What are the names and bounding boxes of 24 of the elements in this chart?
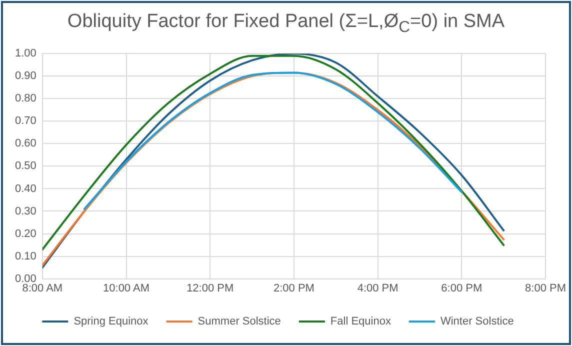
x-tick-label: 2:00 PM	[273, 282, 314, 294]
legend-label: Summer Solstice	[198, 316, 281, 328]
legend-label: Winter Solstice	[440, 316, 514, 328]
y-tick-label: 0.30	[14, 205, 36, 218]
y-tick-label: 0.40	[14, 182, 36, 195]
legend-label: Fall Equinox	[330, 316, 392, 328]
y-tick-label: 0.70	[14, 115, 36, 128]
x-tick-label: 10:00 AM	[103, 282, 150, 294]
x-tick-label: 4:00 PM	[357, 282, 398, 294]
y-tick-label: 0.60	[14, 138, 36, 150]
x-tick-label: 8:00 PM	[525, 282, 566, 294]
line-series	[83, 72, 463, 210]
y-tick-label: 0.10	[14, 250, 36, 262]
y-tick-label: 0.80	[14, 92, 36, 105]
chart-title: Obliquity Factor for Fixed Panel (Σ=L,Ø$_{C}$=0) in SMA	[66, 11, 506, 37]
legend-label: Spring Equinox	[74, 316, 149, 328]
y-tick-label: 0.00	[14, 272, 36, 285]
y-tick-label: 0.90	[14, 70, 36, 82]
x-tick-label: 12:00 PM	[186, 282, 234, 294]
y-tick-label: 0.50	[14, 160, 36, 172]
y-tick-label: 1.00	[14, 48, 36, 60]
x-tick-label: 6:00 PM	[441, 282, 482, 294]
x-tick-label: 8:00 AM	[22, 282, 63, 294]
y-tick-label: 0.20	[14, 228, 36, 240]
